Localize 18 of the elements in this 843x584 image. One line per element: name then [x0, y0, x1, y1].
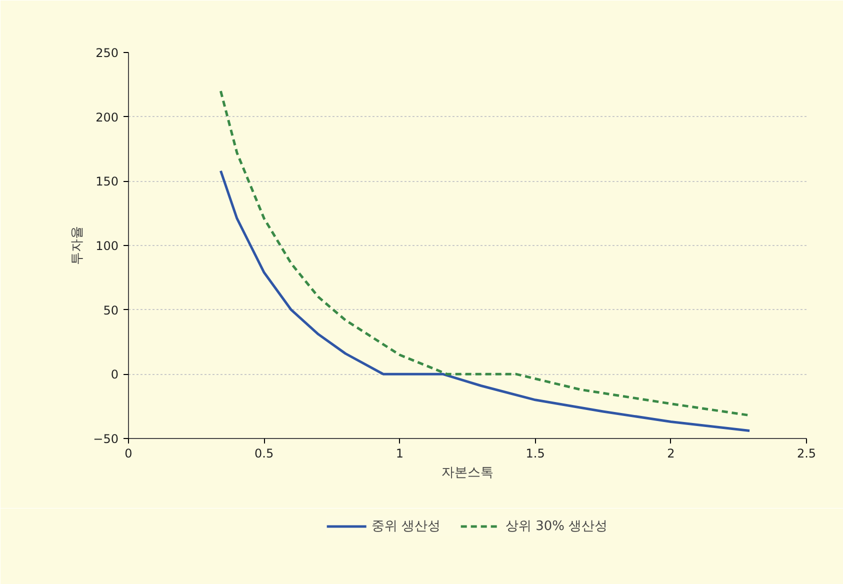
y-tick-label: 50: [103, 303, 119, 318]
x-tick-label: 0.5: [254, 446, 274, 460]
legend-label: 상위 30% 생산성: [505, 518, 608, 535]
y-axis-title: 투자율: [70, 226, 86, 265]
y-tick-label: 100: [96, 239, 118, 253]
x-tick-label: 1: [396, 446, 404, 460]
legend-label: 중위 생산성: [371, 518, 440, 535]
line-series: [219, 170, 751, 432]
x-tick-label: 1.5: [526, 446, 545, 460]
y-tick-label: 0: [110, 368, 119, 382]
y-tick-label: 200: [96, 110, 118, 124]
x-axis-title: 자본스톡: [442, 466, 494, 480]
y-tick-label: 250: [96, 46, 118, 60]
y-tick-label: 150: [96, 174, 118, 189]
y-tick-label: −50: [93, 432, 119, 446]
x-tick-label: 2: [667, 446, 675, 460]
x-tick-label: 0: [124, 446, 132, 460]
x-tick-label: 2.5: [796, 446, 816, 460]
